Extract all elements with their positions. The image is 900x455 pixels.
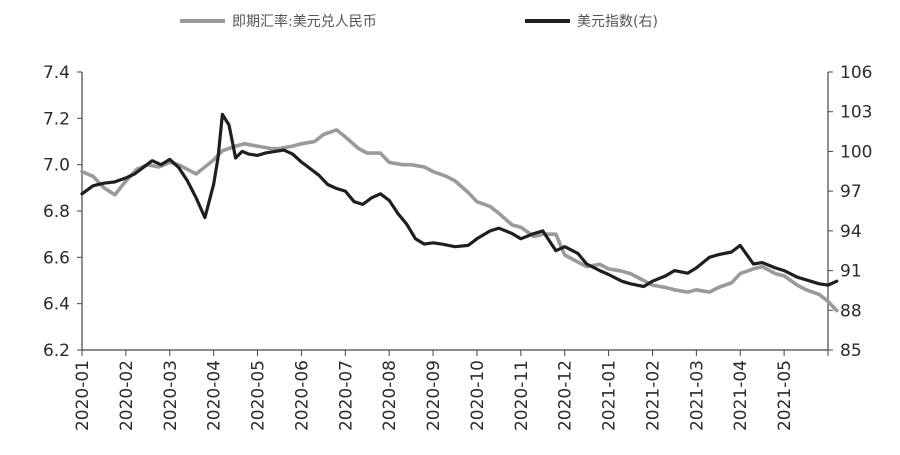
x-tick-label: 2020-03 [161, 360, 181, 431]
right-tick-label: 91 [840, 262, 862, 282]
x-tick-label: 2020-09 [424, 360, 444, 431]
right-tick-label: 100 [840, 142, 872, 162]
left-tick-label: 6.8 [43, 202, 70, 222]
left-tick-label: 6.2 [43, 341, 70, 361]
right-tick-label: 88 [840, 301, 862, 321]
left-tick-label: 6.6 [43, 248, 70, 268]
legend-label-usdcny: 即期汇率:美元兑人民币 [232, 13, 377, 30]
right-tick-label: 94 [840, 222, 862, 242]
legend: 即期汇率:美元兑人民币 美元指数(右) [180, 13, 658, 30]
x-tick-label: 2021-03 [687, 360, 707, 431]
axes: 6.2 6.4 6.6 6.8 7.0 7.2 7.4 85 88 91 94 97 100 103 106… [43, 63, 873, 431]
x-tick-label: 2021-04 [731, 360, 751, 431]
x-tick-label: 2020-01 [73, 360, 93, 431]
left-tick-label: 7.0 [43, 156, 70, 176]
x-tick-label: 2020-05 [249, 360, 269, 431]
legend-label-dxy: 美元指数(右) [577, 14, 658, 30]
series-line-dxy [80, 112, 839, 289]
x-tick-label: 2020-11 [512, 360, 532, 431]
plot-area [80, 112, 839, 313]
x-tick-label: 2020-04 [205, 360, 225, 431]
x-tick-label: 2020-06 [292, 360, 312, 431]
right-tick-label: 106 [840, 63, 872, 83]
x-tick-label: 2020-02 [117, 360, 137, 431]
left-tick-label: 7.2 [43, 109, 70, 129]
x-tick-label: 2021-05 [775, 360, 795, 431]
left-tick-label: 7.4 [43, 63, 70, 83]
x-tick-label: 2020-08 [380, 360, 400, 431]
right-tick-label: 103 [840, 103, 872, 123]
series-line-usdcny [80, 128, 839, 313]
x-tick-label: 2020-07 [336, 360, 356, 431]
left-tick-label: 6.4 [43, 295, 70, 315]
right-tick-label: 85 [840, 341, 862, 361]
x-tick-label: 2020-10 [468, 360, 488, 431]
x-tick-label: 2021-01 [600, 360, 620, 431]
right-tick-label: 97 [840, 182, 862, 202]
x-tick-label: 2020-12 [556, 360, 576, 431]
x-tick-label: 2021-02 [643, 360, 663, 431]
